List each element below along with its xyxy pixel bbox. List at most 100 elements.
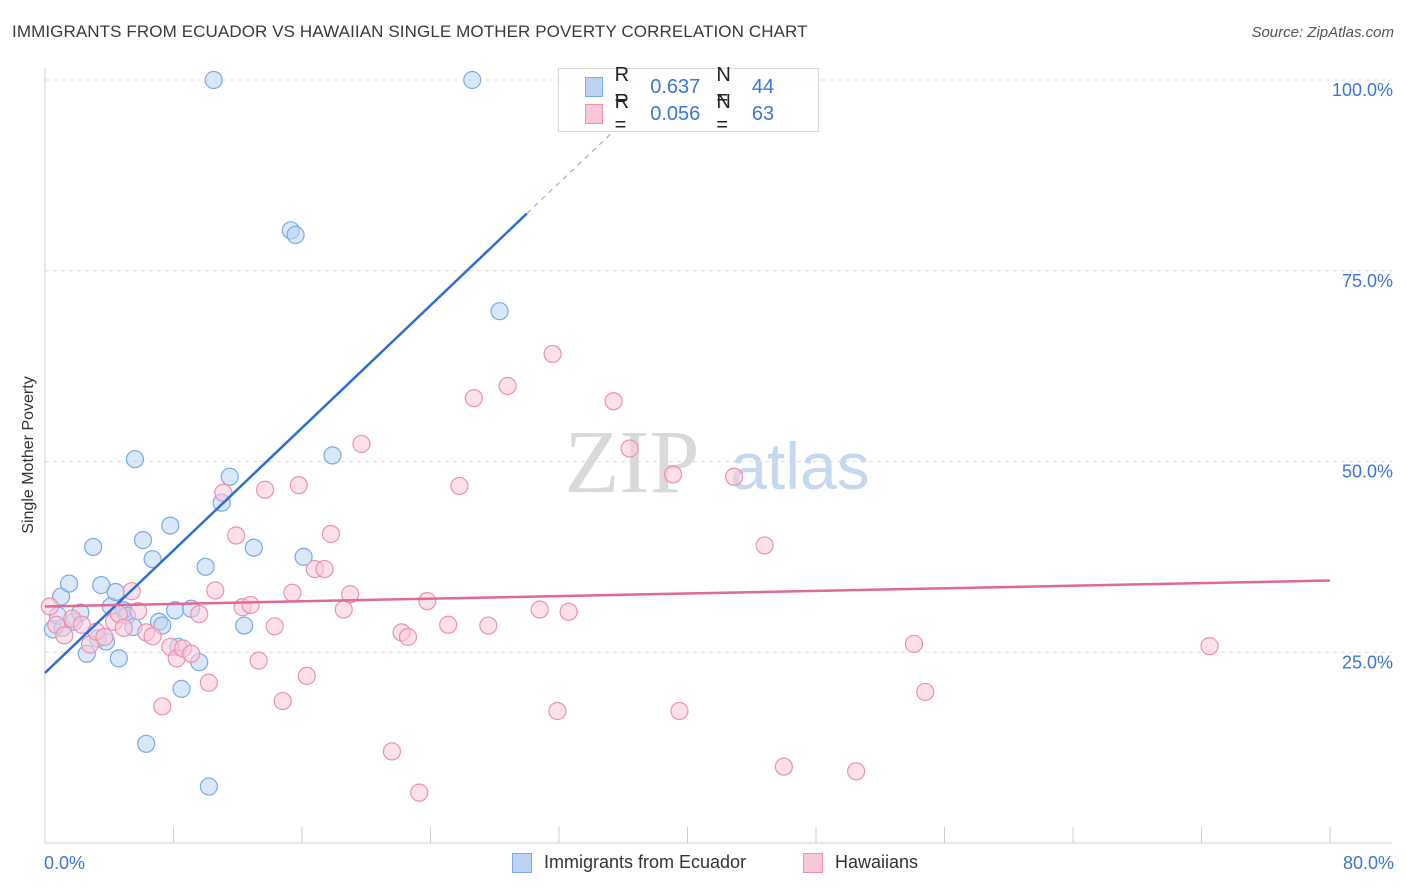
hawaiian-point bbox=[670, 701, 689, 721]
hawaiian-point bbox=[273, 691, 292, 711]
ecuador-point bbox=[463, 70, 482, 90]
series-legend: Immigrants from Ecuador Hawaiians bbox=[0, 852, 1406, 876]
ecuador-point bbox=[286, 225, 305, 244]
hawaiian-point bbox=[182, 644, 201, 663]
legend-swatch-hawaiians bbox=[803, 852, 823, 873]
ecuador-trend-line bbox=[44, 212, 528, 674]
ecuador-point bbox=[125, 450, 145, 469]
hawaiian-point bbox=[143, 627, 162, 646]
hawaiian-point bbox=[341, 585, 360, 604]
hawaiian-point bbox=[498, 376, 517, 396]
axis-layer bbox=[44, 68, 1392, 844]
ecuador-point bbox=[109, 649, 128, 668]
hawaiian-point bbox=[755, 536, 774, 555]
n-value: 63 bbox=[751, 102, 775, 125]
r-label: R = bbox=[614, 91, 630, 136]
r-value: 0.637 bbox=[650, 75, 701, 98]
hawaiian-point bbox=[604, 392, 623, 411]
x-axis-min-label: 0.0% bbox=[44, 853, 86, 873]
n-label: N = bbox=[716, 64, 731, 109]
legend-swatch-ecuador bbox=[585, 77, 603, 97]
legend-item-hawaiians: Hawaiians bbox=[803, 852, 918, 873]
ecuador-point bbox=[490, 302, 509, 321]
n-label: N = bbox=[716, 91, 731, 136]
trend-layer bbox=[44, 106, 1331, 674]
hawaiian-point bbox=[241, 595, 260, 615]
ecuador-point bbox=[220, 467, 239, 486]
hawaiian-point bbox=[774, 757, 793, 776]
legend-label-hawaiians: Hawaiians bbox=[835, 852, 919, 872]
hawaiian-point bbox=[190, 604, 209, 624]
ecuador-point bbox=[199, 777, 218, 796]
hawaiian-point bbox=[55, 626, 74, 645]
hawaiian-point bbox=[255, 480, 275, 499]
watermark-zip: ZIP bbox=[565, 413, 700, 512]
hawaiian-point bbox=[206, 581, 225, 600]
hawaiian-point bbox=[548, 701, 567, 721]
y-tick-label: 100.0% bbox=[1332, 80, 1393, 100]
hawaiian-point bbox=[559, 602, 578, 621]
hawaiian-point bbox=[418, 592, 437, 611]
y-tick-label: 75.0% bbox=[1342, 271, 1393, 291]
hawaiian-point bbox=[724, 467, 744, 486]
hawaiian-point bbox=[289, 476, 308, 495]
ecuador-point bbox=[244, 538, 263, 557]
y-tick-label: 25.0% bbox=[1342, 652, 1393, 672]
hawaiian-point bbox=[283, 583, 302, 602]
y-axis-label: Single Mother Poverty bbox=[20, 376, 37, 534]
hawaiian-point bbox=[847, 762, 866, 781]
legend-row-ecuador: R = 0.637 N = 44 bbox=[585, 64, 818, 109]
y-tick-label: 50.0% bbox=[1342, 462, 1393, 482]
ecuador-point bbox=[161, 516, 180, 535]
r-value: 0.056 bbox=[650, 102, 701, 125]
legend-row-hawaiians: R = 0.056 N = 63 bbox=[585, 91, 818, 136]
hawaiian-point bbox=[450, 476, 469, 496]
ecuador-point bbox=[196, 557, 215, 576]
ecuador-point bbox=[143, 550, 162, 569]
hawaiian-point bbox=[382, 742, 402, 761]
hawaiian-point bbox=[321, 524, 341, 544]
hawaiian-point bbox=[663, 465, 683, 484]
ecuador-point bbox=[204, 70, 223, 90]
hawaiian-point bbox=[543, 344, 562, 364]
ecuador-point bbox=[172, 679, 191, 698]
hawaiian-point bbox=[95, 627, 114, 647]
hawaiian-point bbox=[334, 600, 353, 619]
hawaiian-point bbox=[439, 615, 458, 634]
legend-swatch-ecuador bbox=[512, 852, 532, 873]
ecuador-point bbox=[59, 574, 79, 593]
x-axis-max-label: 80.0% bbox=[1342, 853, 1394, 873]
hawaiian-point bbox=[265, 617, 284, 636]
hawaiian-point bbox=[249, 651, 268, 670]
hawaiian-trend-line bbox=[44, 579, 1331, 608]
watermark-atlas: atlas bbox=[730, 429, 869, 503]
ecuador-point bbox=[106, 582, 125, 602]
grid-layer bbox=[45, 79, 1392, 653]
hawaiian-point bbox=[530, 600, 549, 619]
legend-label-ecuador: Immigrants from Ecuador bbox=[544, 852, 747, 872]
points-layer bbox=[40, 70, 1219, 802]
hawaiian-point bbox=[199, 673, 218, 692]
hawaiian-point bbox=[479, 616, 498, 635]
hawaiian-point bbox=[464, 389, 483, 408]
hawaiian-point bbox=[227, 526, 246, 545]
hawaiian-point bbox=[916, 682, 935, 702]
correlation-legend: R = 0.637 N = 44 R = 0.056 N = 63 bbox=[558, 64, 819, 136]
n-value: 44 bbox=[751, 75, 775, 98]
hawaiian-point bbox=[129, 601, 148, 621]
ecuador-point bbox=[84, 537, 103, 557]
ecuador-point bbox=[137, 734, 156, 753]
hawaiian-point bbox=[620, 439, 639, 458]
ecuador-point bbox=[323, 446, 342, 465]
hawaiian-point bbox=[904, 634, 924, 653]
hawaiian-point bbox=[410, 783, 429, 802]
hawaiian-point bbox=[315, 559, 334, 579]
hawaiian-point bbox=[114, 618, 133, 637]
y-tick-labels: 25.0% 50.0% 75.0% 100.0% bbox=[1332, 80, 1393, 672]
chart-title: IMMIGRANTS FROM ECUADOR VS HAWAIIAN SING… bbox=[12, 22, 808, 41]
hawaiian-point bbox=[1200, 637, 1219, 656]
source-label: Source: ZipAtlas.com bbox=[1251, 24, 1394, 41]
legend-swatch-hawaiians bbox=[585, 104, 603, 124]
hawaiian-point bbox=[153, 697, 172, 716]
